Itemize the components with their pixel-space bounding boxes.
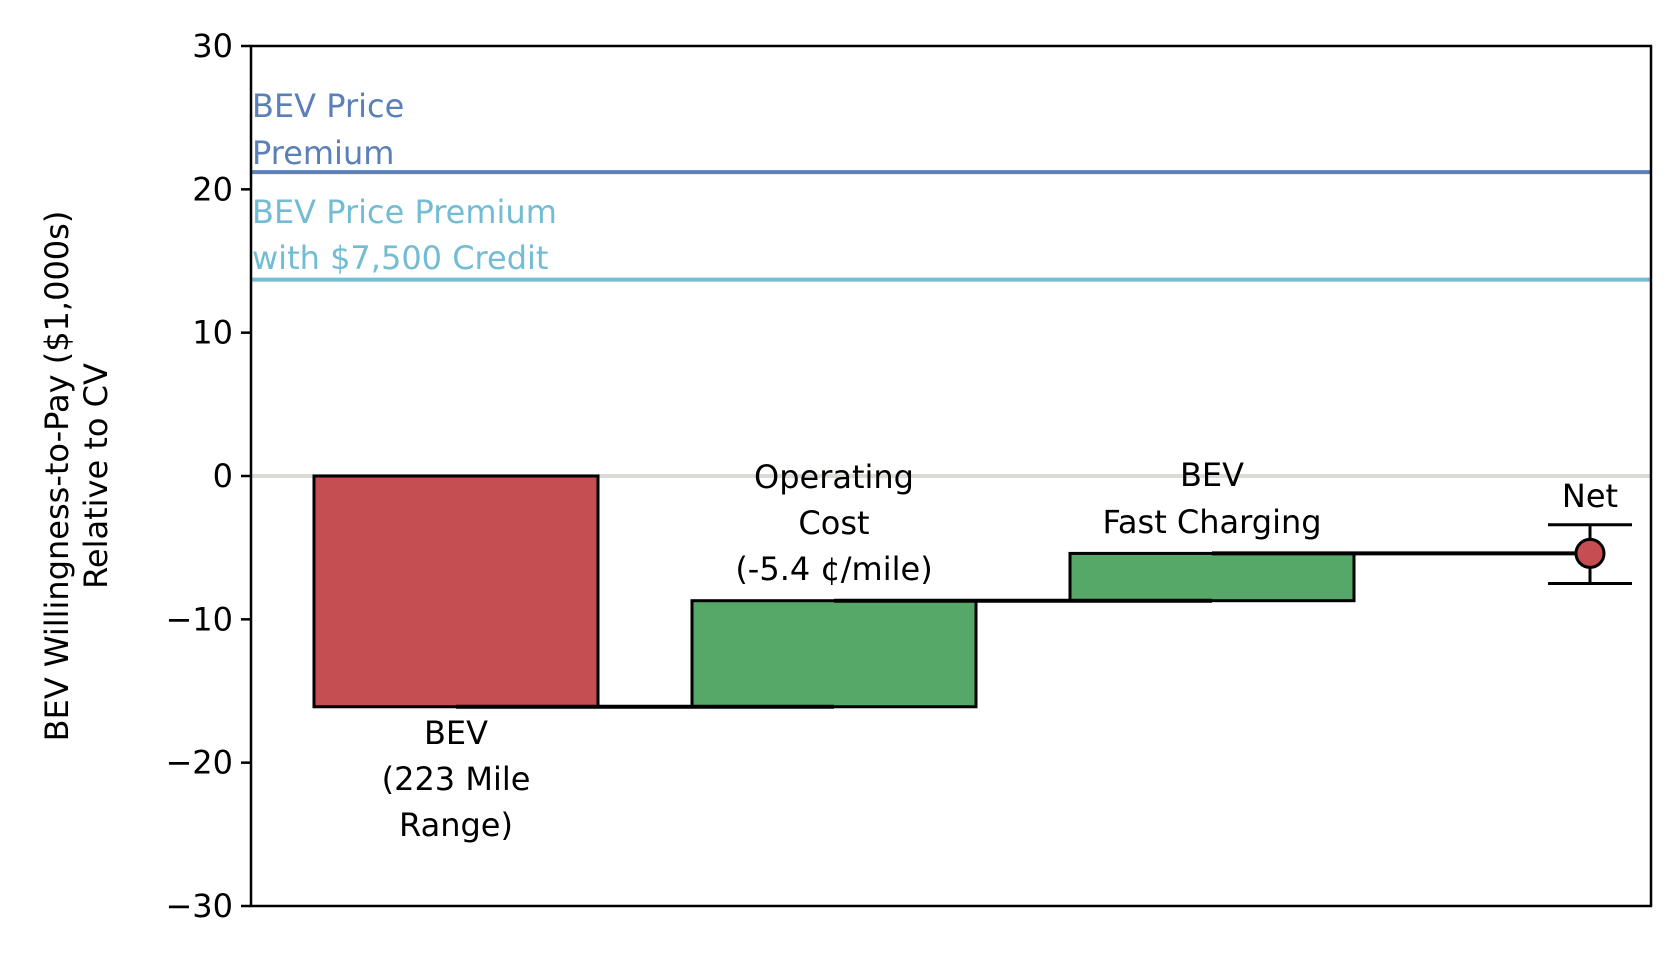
y-tick-label: −20 [165, 744, 233, 782]
y-axis-title: BEV Willingness-to-Pay ($1,000s) [38, 211, 76, 742]
bar-label-2: Cost [798, 504, 869, 542]
y-axis-title: Relative to CV [77, 363, 115, 589]
y-tick-label: 0 [213, 457, 233, 495]
axes: 30 20 10 0 −10 −20 −30 BEV Willingness-to-Pay (… [38, 27, 1653, 925]
bar-label-3: Fast Charging [1102, 503, 1321, 541]
reference-line-2-label: BEV Price Premium [252, 193, 557, 231]
bar-label-3: BEV [1180, 456, 1244, 494]
y-tick-label: 30 [192, 27, 233, 65]
reference-line-1-label: Premium [252, 134, 394, 172]
y-tick-label: 10 [192, 314, 233, 352]
bar-label-1: Range) [399, 806, 513, 844]
net-label: Net [1562, 477, 1618, 515]
reference-line-1-label: BEV Price [252, 87, 404, 125]
bar-label-1: (223 Mile [382, 760, 531, 798]
y-tick-label: −10 [165, 600, 233, 638]
y-tick-label: −30 [165, 887, 233, 925]
waterfall-bar-1 [312, 474, 600, 709]
bar-label-2: Operating [754, 458, 914, 496]
y-tick-label: 20 [192, 170, 233, 208]
net-point [1574, 537, 1606, 569]
waterfall-bar-3 [1068, 551, 1356, 603]
bar-label-2: (-5.4 ¢/mile) [735, 550, 932, 588]
bar-label-1: BEV [424, 714, 488, 752]
waterfall-bar-2 [690, 599, 978, 709]
plot-area: BEV Price Premium BEV Price Premium with $7… [251, 87, 1651, 844]
reference-line-2-label: with $7,500 Credit [252, 239, 548, 277]
